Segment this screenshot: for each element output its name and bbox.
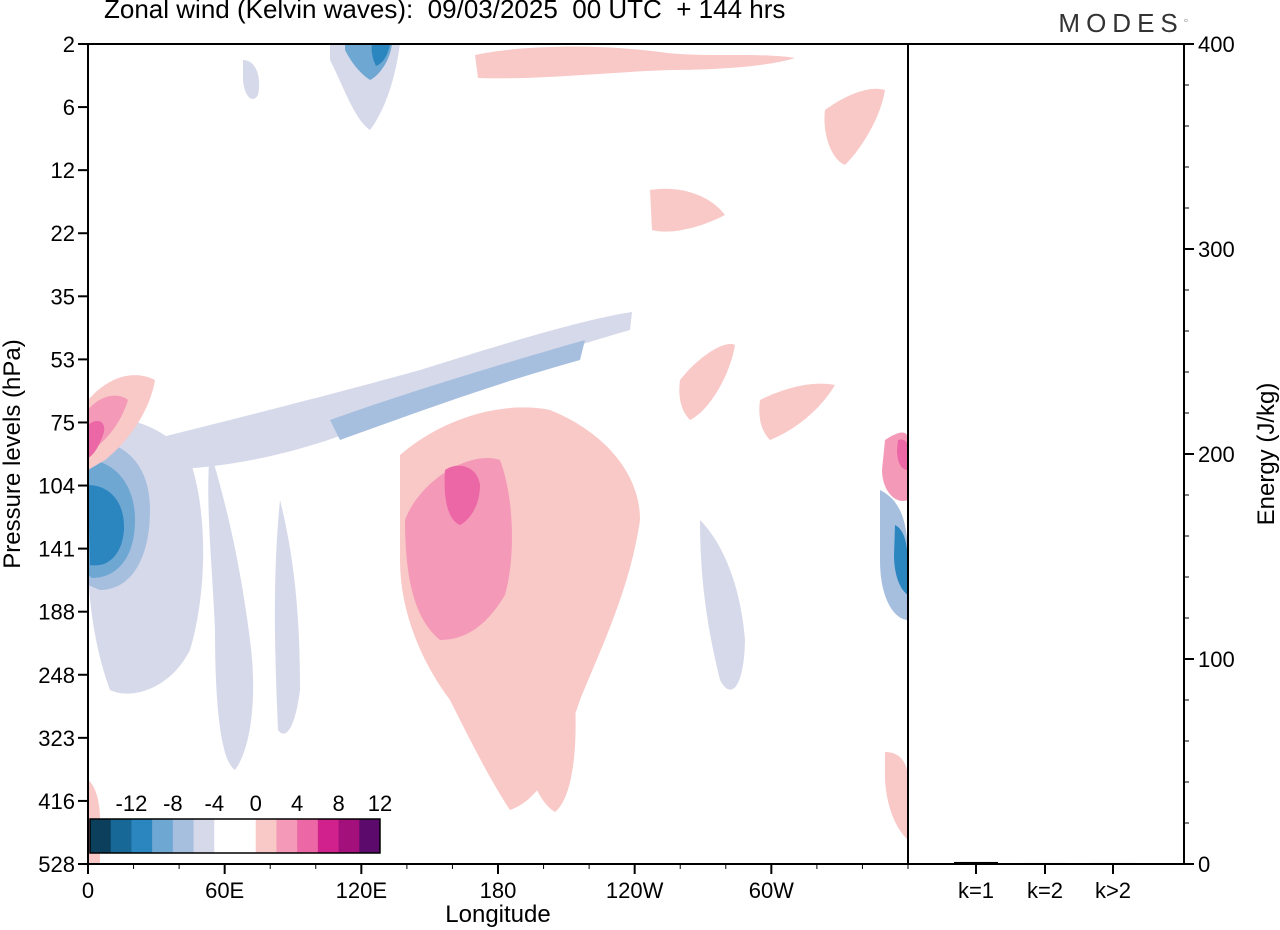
colorbar-swatch <box>152 819 174 853</box>
colorbar-label: 4 <box>291 791 303 816</box>
colorbar-label: -12 <box>116 791 148 816</box>
x-tick-label: 0 <box>82 878 94 903</box>
y-axis-title: Pressure levels (hPa) <box>0 339 26 568</box>
pos-contour-lower-east <box>515 600 576 812</box>
y-tick-label: 22 <box>51 221 75 246</box>
y-tick-label: 2 <box>63 32 75 57</box>
pos-contour-east-1 <box>679 344 735 420</box>
contour-field <box>88 44 908 864</box>
colorbar-swatch <box>235 819 257 853</box>
colorbar-swatch <box>276 819 298 853</box>
y-tick-label: 6 <box>63 95 75 120</box>
energy-axis: 0 100 200 300 400 <box>1184 32 1235 877</box>
colorbar-swatch <box>317 819 340 853</box>
colorbar-swatch <box>172 819 195 853</box>
colorbar-label: -4 <box>205 791 225 816</box>
y-tick-label: 75 <box>51 410 75 435</box>
pos-contour-top <box>475 46 795 79</box>
pos-contour-central-core <box>405 458 512 640</box>
energy-panel-frame <box>907 43 1185 865</box>
colorbar-swatch <box>110 819 132 853</box>
colorbar-swatch <box>193 819 215 853</box>
energy-axis-title: Energy (J/kg) <box>1253 383 1280 526</box>
colorbar-label: 8 <box>332 791 344 816</box>
neg-east-edge-core <box>894 525 908 595</box>
y-tick-label: 248 <box>38 663 75 688</box>
energy-tick-label: 200 <box>1198 442 1235 467</box>
energy-tick-label: 400 <box>1198 32 1235 57</box>
colorbar-swatch <box>255 819 277 853</box>
pos-contour-central-inner <box>444 465 480 525</box>
pos-contour-east-edge-core <box>897 439 908 470</box>
colorbar-swatch <box>214 819 236 853</box>
colorbar-swatch <box>131 819 153 853</box>
x-tick-label: 180 <box>480 878 517 903</box>
pos-contour-east-2 <box>759 383 835 440</box>
chart-title: Zonal wind (Kelvin waves): 09/03/2025 00… <box>104 0 786 24</box>
neg-streak-2 <box>274 500 300 734</box>
neg-streak-1 <box>208 450 254 770</box>
energy-tick-label: 300 <box>1198 237 1235 262</box>
energy-bar <box>954 861 998 864</box>
x-tick-label: 60E <box>205 878 244 903</box>
colorbar-label: 12 <box>368 791 392 816</box>
neg-top-2 <box>243 60 260 100</box>
x-tick-label: 120E <box>336 878 387 903</box>
y-tick-label: 416 <box>38 789 75 814</box>
colorbar-frame <box>89 818 381 854</box>
colorbar-swatch <box>359 819 381 853</box>
colorbar-label: 0 <box>250 791 262 816</box>
y-axis: 2 6 12 22 35 53 75 104 141 188 248 323 416 528 <box>38 32 88 877</box>
neg-contour-upper-band <box>150 312 632 470</box>
pos-contour-midlevel <box>650 188 725 232</box>
energy-cat-label: k=1 <box>958 878 994 903</box>
neg-contour-upper-band-core <box>330 340 585 440</box>
x-tick-label: 60W <box>749 878 794 903</box>
x-tick-label: 120W <box>606 878 664 903</box>
colorbar-swatch <box>297 819 319 853</box>
energy-cat-label: k>2 <box>1095 878 1131 903</box>
y-tick-label: 528 <box>38 852 75 877</box>
neg-top-1-inner <box>371 44 390 66</box>
y-tick-label: 12 <box>51 158 75 183</box>
x-axis: 0 60E 120E 180 120W 60W <box>82 864 909 903</box>
energy-bars: k=1 k=2 k>2 <box>954 861 1135 903</box>
colorbar: -12 -8 -4 0 4 8 12 <box>89 791 392 854</box>
y-tick-label: 323 <box>38 726 75 751</box>
energy-cat-label: k=2 <box>1027 878 1063 903</box>
pos-contour-southeast <box>885 752 908 840</box>
y-tick-label: 104 <box>38 474 75 499</box>
y-tick-label: 188 <box>38 600 75 625</box>
brand-logo: MODES○ <box>1058 8 1188 38</box>
y-tick-label: 53 <box>51 347 75 372</box>
energy-bar <box>1091 862 1135 864</box>
y-tick-label: 35 <box>51 284 75 309</box>
neg-contour-west-core3 <box>88 485 125 566</box>
pos-contour-west-inner <box>88 420 105 458</box>
energy-bar <box>1023 862 1067 864</box>
colorbar-swatch <box>338 819 360 853</box>
pos-contour-north-east <box>824 88 885 165</box>
energy-tick-label: 0 <box>1198 852 1210 877</box>
colorbar-swatch <box>90 819 112 853</box>
y-tick-label: 141 <box>38 537 75 562</box>
colorbar-label: -8 <box>163 791 183 816</box>
x-axis-title: Longitude <box>445 901 550 928</box>
energy-tick-label: 100 <box>1198 647 1235 672</box>
neg-streak-3 <box>700 520 745 690</box>
